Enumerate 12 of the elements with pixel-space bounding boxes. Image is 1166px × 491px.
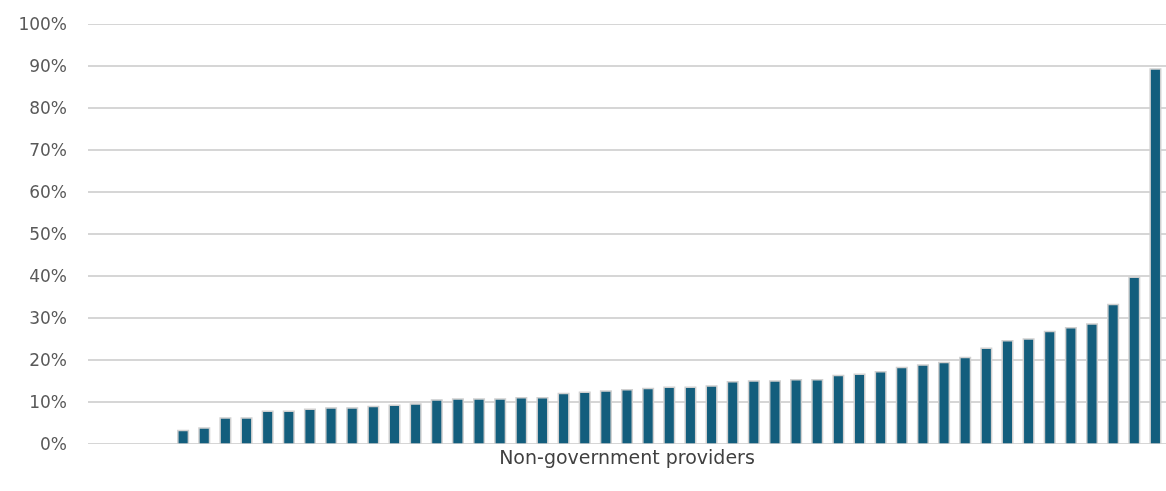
y-tick-label: 30% bbox=[29, 307, 67, 328]
y-tick-label: 100% bbox=[18, 13, 67, 34]
y-tick-label: 90% bbox=[29, 55, 67, 76]
y-tick-label: 40% bbox=[29, 265, 67, 286]
y-tick-label: 0% bbox=[40, 433, 67, 454]
y-tick-label: 10% bbox=[29, 391, 67, 412]
x-axis-title: Non-government providers bbox=[499, 445, 755, 468]
y-tick-label: 20% bbox=[29, 349, 67, 370]
y-tick-label: 70% bbox=[29, 139, 67, 160]
y-tick-label: 80% bbox=[29, 97, 67, 118]
y-tick-label: 60% bbox=[29, 181, 67, 202]
y-tick-label: 50% bbox=[29, 223, 67, 244]
